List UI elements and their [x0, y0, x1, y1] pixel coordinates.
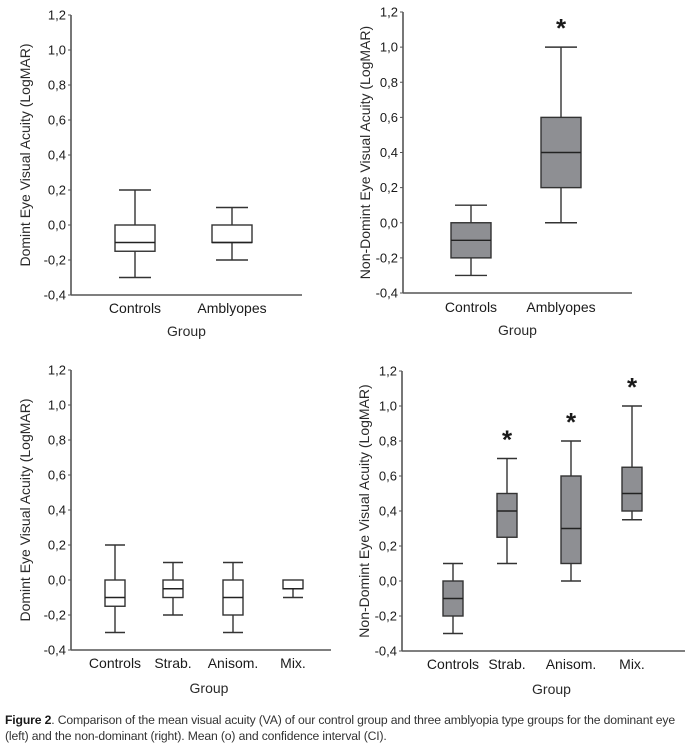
y-tick-label: -0,2 — [44, 608, 66, 623]
panel-top-right: -0,4 -0,2 0,0 0,2 0,4 0,6 0,8 1,0 1,2 Non-Domint … — [357, 5, 632, 338]
category-label: Controls — [427, 656, 479, 672]
iqr-box — [282, 579, 304, 590]
x-axis-title: Group — [532, 681, 571, 697]
y-tick-label: 1,2 — [379, 364, 397, 379]
y-tick-label: 1,0 — [48, 43, 66, 58]
category-label: Anisom. — [546, 656, 597, 672]
box-amblyopes: * — [540, 13, 582, 224]
y-tick-label: 0,8 — [48, 433, 66, 448]
y-tick-label: 0,8 — [379, 434, 397, 449]
y-tick-label: -0,4 — [44, 643, 66, 658]
y-tick-label: 0,0 — [48, 218, 66, 233]
y-tick-label: 0,6 — [379, 469, 397, 484]
box-controls — [104, 544, 126, 634]
y-axis-title: Domint Eye Visual Acuity (LogMAR) — [17, 43, 33, 266]
box-controls — [114, 189, 156, 279]
y-tick-label: 0,4 — [379, 504, 397, 519]
y-tick-label: 1,2 — [48, 363, 66, 378]
y-tick-label: 0,6 — [48, 468, 66, 483]
y-tick-label: -0,4 — [376, 286, 398, 301]
figure: -0,4 -0,2 0,0 0,2 0,4 0,6 0,8 1,0 1,2 Domint Eye … — [17, 5, 685, 697]
y-tick-label: 0,2 — [48, 183, 66, 198]
y-tick-label: 0,4 — [48, 503, 66, 518]
y-tick-label: -0,4 — [375, 644, 397, 659]
category-label: Amblyopes — [526, 299, 595, 315]
x-axis-title: Group — [167, 323, 206, 339]
caption-label: Figure 2 — [5, 713, 52, 727]
box-strab — [162, 561, 184, 616]
y-tick-label: 1,0 — [48, 398, 66, 413]
y-tick-label: 1,2 — [48, 8, 66, 23]
category-label: Controls — [109, 300, 161, 316]
y-tick-label: 0,0 — [380, 215, 398, 230]
category-label: Strab. — [154, 655, 191, 671]
y-tick-label: 1,0 — [379, 399, 397, 414]
y-axis-title: Non-Domint Eye Visual Acuity (LogMAR) — [356, 384, 372, 637]
y-tick-label: 0,6 — [48, 113, 66, 128]
caption-text: . Comparison of the mean visual acuity (… — [5, 713, 675, 743]
category-label: Strab. — [488, 656, 525, 672]
box-anisom: * — [560, 407, 582, 582]
box-anisom — [222, 561, 244, 634]
y-tick-label: 0,8 — [380, 75, 398, 90]
y-tick-label: -0,4 — [44, 288, 66, 303]
y-tick-label: -0,2 — [376, 250, 398, 265]
y-tick-label: 0,4 — [380, 145, 398, 160]
category-label: Anisom. — [208, 655, 259, 671]
y-tick-label: -0,2 — [375, 609, 397, 624]
significance-asterisk: * — [556, 13, 567, 43]
y-tick-label: 0,0 — [379, 574, 397, 589]
category-label: Controls — [445, 299, 497, 315]
category-label: Mix. — [619, 656, 645, 672]
y-tick-label: 0,4 — [48, 148, 66, 163]
iqr-box — [560, 475, 582, 565]
category-label: Amblyopes — [197, 300, 266, 316]
y-axis-title: Non-Domint Eye Visual Acuity (LogMAR) — [357, 26, 373, 279]
y-tick-label: 1,2 — [380, 5, 398, 20]
y-tick-label: 0,2 — [48, 538, 66, 553]
figure-caption: Figure 2. Comparison of the mean visual … — [5, 713, 691, 744]
x-axis-title: Group — [190, 680, 229, 696]
y-tick-label: 0,2 — [380, 180, 398, 195]
category-label: Mix. — [280, 655, 306, 671]
significance-asterisk: * — [566, 407, 577, 437]
iqr-box — [114, 224, 156, 252]
y-tick-label: 0,6 — [380, 110, 398, 125]
category-label: Controls — [89, 655, 141, 671]
box-mix: * — [621, 372, 643, 521]
box-mix — [282, 579, 304, 599]
iqr-box — [104, 579, 126, 607]
box-strab: * — [496, 425, 518, 565]
y-axis-title: Domint Eye Visual Acuity (LogMAR) — [17, 398, 33, 621]
iqr-box — [621, 466, 643, 512]
y-tick-label: 0,0 — [48, 573, 66, 588]
significance-asterisk: * — [502, 425, 513, 455]
x-axis-title: Group — [498, 322, 537, 338]
panel-bottom-left: -0,4 -0,2 0,0 0,2 0,4 0,6 0,8 1,0 1,2 Domint Eye … — [17, 363, 331, 696]
y-tick-label: -0,2 — [44, 253, 66, 268]
panel-bottom-right: -0,4 -0,2 0,0 0,2 0,4 0,6 0,8 1,0 1,2 Non-Domint … — [356, 364, 685, 697]
y-tick-label: 1,0 — [380, 40, 398, 55]
box-amblyopes — [211, 206, 253, 261]
y-tick-label: 0,8 — [48, 78, 66, 93]
panel-top-left: -0,4 -0,2 0,0 0,2 0,4 0,6 0,8 1,0 1,2 Domint Eye … — [17, 8, 302, 339]
significance-asterisk: * — [627, 372, 638, 402]
y-tick-label: 0,2 — [379, 539, 397, 554]
box-controls — [450, 204, 492, 277]
iqr-box — [211, 224, 253, 244]
box-controls — [442, 562, 464, 635]
iqr-box — [496, 492, 518, 538]
